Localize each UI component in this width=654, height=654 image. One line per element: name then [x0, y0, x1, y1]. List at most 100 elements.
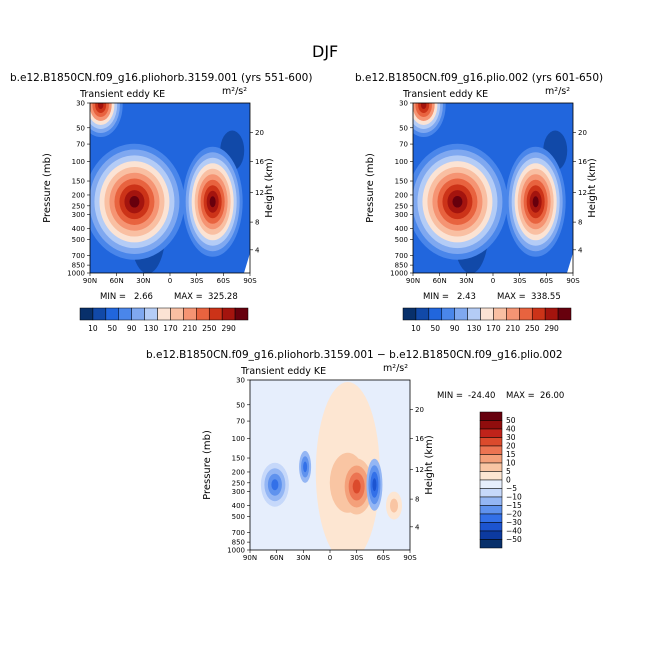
y-tick-label: 50	[236, 401, 245, 409]
y2-tick-label: 8	[415, 496, 419, 504]
colorbar-swatch	[92, 307, 107, 321]
x-tick-label: 60S	[540, 277, 554, 285]
panel1-min-label: MIN =	[100, 292, 127, 302]
colorbar-label: −15	[506, 501, 522, 510]
colorbar-label: 10	[88, 324, 98, 333]
y-tick-label: 1000	[390, 270, 408, 278]
colorbar-swatch	[479, 445, 503, 455]
colorbar-swatch	[454, 307, 468, 321]
colorbar-swatch	[118, 307, 132, 321]
panel2-units: m²/s²	[545, 86, 571, 97]
colorbar-swatch	[208, 307, 223, 321]
y-axis-label: Pressure (mb)	[365, 153, 376, 223]
colorbar-label: 50	[108, 324, 118, 333]
x-tick-label: 60S	[217, 277, 231, 285]
x-tick-label: 60N	[433, 277, 447, 285]
y-tick-label: 250	[232, 479, 245, 487]
colorbar-label: 170	[486, 324, 501, 333]
panel2-plot: 305070100150200250300400500700850100090N…	[365, 100, 598, 286]
y2-tick-label: 16	[578, 158, 587, 166]
diff-case-title: b.e12.B1850CN.f09_g16.pliohorb.3159.001 …	[146, 349, 563, 361]
x-tick-label: 60N	[110, 277, 124, 285]
panel1-min-value: 2.66	[134, 292, 153, 302]
x-tick-label: 60N	[270, 554, 284, 562]
panel2-max-label: MAX =	[497, 292, 526, 302]
colorbar-swatch	[479, 505, 503, 515]
panel2-min-value: 2.43	[457, 292, 476, 302]
positive-region	[390, 498, 398, 513]
colorbar-swatch	[467, 307, 481, 321]
colorbar-swatch	[479, 479, 503, 489]
panel1-max-value: 325.28	[208, 292, 238, 302]
y2-tick-label: 16	[255, 158, 264, 166]
y-tick-label: 850	[232, 539, 245, 547]
colorbar-label: 250	[202, 324, 217, 333]
x-tick-label: 30N	[296, 554, 310, 562]
y-tick-label: 50	[76, 124, 85, 132]
panel1-colorbar: 10 50 90 130 170 210 250 290	[79, 307, 249, 333]
x-tick-label: 90N	[406, 277, 420, 285]
colorbar-label: 40	[506, 425, 516, 434]
nh-strat-max	[97, 103, 104, 109]
negative-max	[372, 478, 377, 492]
colorbar-label: 90	[450, 324, 460, 333]
y2-tick-label: 12	[578, 189, 587, 197]
colorbar-swatch	[479, 437, 503, 447]
colorbar-label: 250	[525, 324, 540, 333]
negative-max	[303, 461, 308, 473]
colorbar-swatch	[479, 454, 503, 464]
y2-tick-label: 20	[578, 129, 587, 137]
colorbar-swatch	[479, 411, 503, 421]
y-tick-label: 400	[395, 225, 408, 233]
colorbar-swatch	[479, 462, 503, 472]
colorbar-swatch	[479, 428, 503, 438]
colorbar-label: 50	[431, 324, 441, 333]
colorbar-swatch	[183, 307, 197, 321]
y-tick-label: 150	[232, 455, 245, 463]
y-tick-label: 200	[232, 468, 245, 476]
y-tick-label: 400	[72, 225, 85, 233]
x-tick-label: 60S	[377, 554, 391, 562]
colorbar-label: 210	[183, 324, 198, 333]
colorbar-label: 20	[506, 442, 516, 451]
x-tick-label: 90N	[83, 277, 97, 285]
y2-axis-label: Height (km)	[587, 158, 598, 218]
y2-tick-label: 12	[255, 189, 264, 197]
colorbar-swatch	[479, 539, 503, 549]
y-tick-label: 300	[232, 488, 245, 496]
colorbar-swatch	[157, 307, 171, 321]
missing-data	[567, 253, 573, 273]
y-tick-label: 100	[72, 158, 85, 166]
colorbar-swatch	[493, 307, 507, 321]
colorbar-label: 90	[127, 324, 137, 333]
y-tick-label: 500	[232, 513, 245, 521]
x-tick-label: 90S	[566, 277, 580, 285]
contour-field	[90, 103, 250, 273]
colorbar-swatch	[144, 307, 158, 321]
panel2-subtitle: Transient eddy KE	[403, 89, 489, 100]
y-tick-label: 300	[395, 211, 408, 219]
panel1-case-title: b.e12.B1850CN.f09_g16.pliohorb.3159.001 …	[10, 72, 313, 84]
colorbar-label: 10	[411, 324, 421, 333]
colorbar-swatch	[479, 488, 503, 498]
colorbar-swatch	[557, 307, 572, 321]
colorbar-swatch	[131, 307, 145, 321]
x-tick-label: 30S	[190, 277, 204, 285]
y-tick-label: 700	[232, 529, 245, 537]
y2-tick-label: 4	[255, 246, 260, 254]
colorbar-swatch	[441, 307, 455, 321]
positive-max	[352, 479, 361, 494]
y-tick-label: 700	[72, 252, 85, 260]
missing-data	[244, 253, 250, 273]
colorbar-swatch	[479, 496, 503, 506]
y-tick-label: 250	[395, 202, 408, 210]
panel1-subtitle: Transient eddy KE	[80, 89, 166, 100]
colorbar-swatch	[79, 307, 94, 321]
y-tick-label: 30	[399, 100, 408, 108]
y2-tick-label: 20	[255, 129, 264, 137]
colorbar-label: −40	[506, 527, 522, 536]
contour-field	[413, 103, 573, 273]
diff-max-value: 26.00	[540, 391, 565, 401]
y-tick-label: 250	[72, 202, 85, 210]
x-tick-label: 90S	[403, 554, 417, 562]
